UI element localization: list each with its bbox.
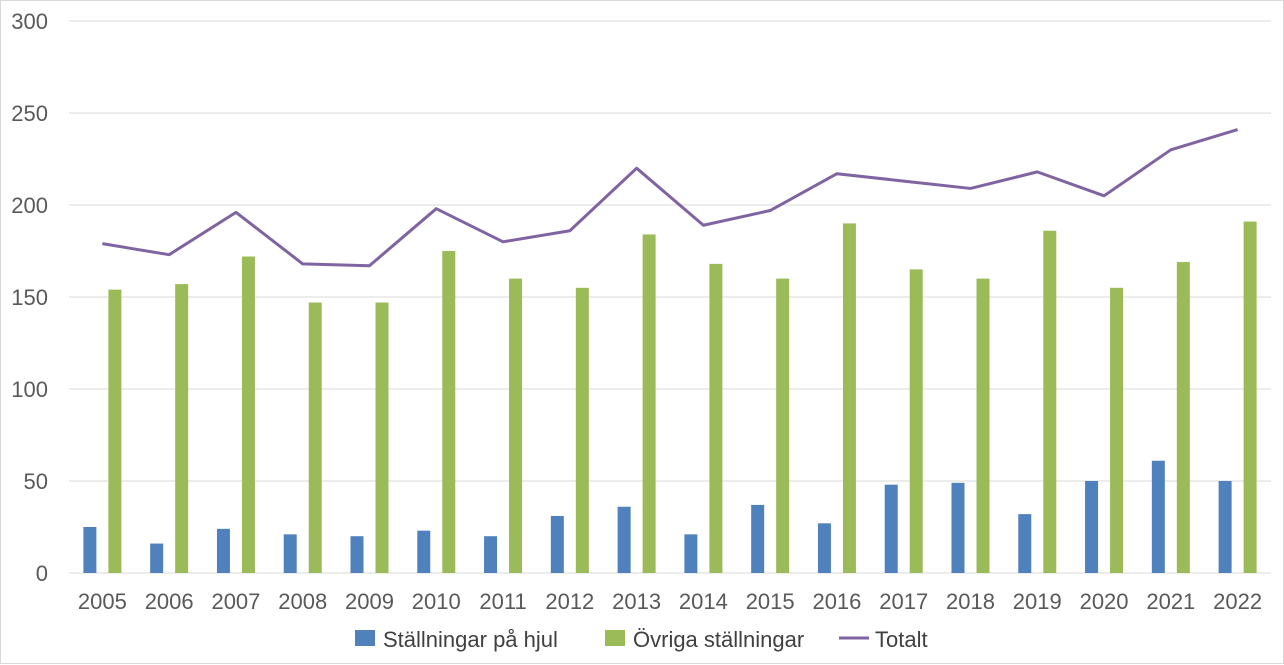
bar-ovriga-2010 <box>442 251 455 573</box>
bar-hjul-2010 <box>417 531 430 573</box>
bar-ovriga-2016 <box>843 223 856 573</box>
y-tick-label-150: 150 <box>11 285 48 310</box>
x-tick-label-2015: 2015 <box>746 589 795 614</box>
bar-hjul-2017 <box>885 485 898 573</box>
bar-hjul-2012 <box>551 516 564 573</box>
x-tick-label-2011: 2011 <box>479 589 526 614</box>
y-tick-label-300: 300 <box>11 9 48 34</box>
x-tick-label-2010: 2010 <box>412 589 461 614</box>
bar-hjul-2011 <box>484 536 497 573</box>
x-tick-label-2022: 2022 <box>1213 589 1262 614</box>
bar-ovriga-2012 <box>576 288 589 573</box>
y-tick-label-100: 100 <box>11 377 48 402</box>
bar-hjul-2008 <box>284 534 297 573</box>
bar-hjul-2009 <box>351 536 364 573</box>
legend-swatch-ovriga <box>605 630 625 646</box>
bar-ovriga-2021 <box>1177 262 1190 573</box>
bar-hjul-2020 <box>1085 481 1098 573</box>
bar-ovriga-2019 <box>1043 231 1056 573</box>
x-tick-label-2019: 2019 <box>1013 589 1062 614</box>
x-tick-label-2006: 2006 <box>145 589 194 614</box>
bar-ovriga-2015 <box>776 279 789 573</box>
bar-ovriga-2022 <box>1244 222 1257 573</box>
bar-ovriga-2006 <box>175 284 188 573</box>
bar-ovriga-2013 <box>643 234 656 573</box>
bar-hjul-2018 <box>952 483 965 573</box>
bar-hjul-2005 <box>83 527 96 573</box>
bar-hjul-2014 <box>684 534 697 573</box>
bar-hjul-2022 <box>1219 481 1232 573</box>
x-tick-label-2014: 2014 <box>679 589 728 614</box>
legend-label-totalt: Totalt <box>875 627 928 652</box>
line-totalt <box>102 130 1237 266</box>
legend-label-hjul: Ställningar på hjul <box>383 627 558 652</box>
bar-hjul-2013 <box>618 507 631 573</box>
y-tick-label-0: 0 <box>36 561 48 586</box>
bar-ovriga-2005 <box>108 290 121 573</box>
bar-hjul-2016 <box>818 523 831 573</box>
bar-ovriga-2008 <box>309 303 322 573</box>
y-tick-label-200: 200 <box>11 193 48 218</box>
x-tick-label-2017: 2017 <box>879 589 928 614</box>
legend-swatch-hjul <box>355 630 375 646</box>
bar-ovriga-2020 <box>1110 288 1123 573</box>
bar-ovriga-2018 <box>977 279 990 573</box>
bar-ovriga-2009 <box>376 303 389 573</box>
x-tick-label-2018: 2018 <box>946 589 995 614</box>
x-tick-label-2013: 2013 <box>612 589 661 614</box>
bar-ovriga-2011 <box>509 279 522 573</box>
x-tick-label-2005: 2005 <box>78 589 127 614</box>
bar-ovriga-2017 <box>910 269 923 573</box>
legend-label-ovriga: Övriga ställningar <box>633 627 804 652</box>
x-tick-label-2009: 2009 <box>345 589 394 614</box>
x-tick-label-2016: 2016 <box>812 589 861 614</box>
bar-ovriga-2007 <box>242 257 255 573</box>
bar-hjul-2019 <box>1018 514 1031 573</box>
bar-hjul-2021 <box>1152 461 1165 573</box>
x-tick-label-2012: 2012 <box>545 589 594 614</box>
y-tick-label-50: 50 <box>24 469 48 494</box>
bar-hjul-2015 <box>751 505 764 573</box>
x-tick-label-2021: 2021 <box>1146 589 1195 614</box>
bar-hjul-2007 <box>217 529 230 573</box>
bar-ovriga-2014 <box>709 264 722 573</box>
x-tick-label-2008: 2008 <box>278 589 327 614</box>
bar-hjul-2006 <box>150 544 163 573</box>
y-tick-label-250: 250 <box>11 101 48 126</box>
x-tick-label-2007: 2007 <box>211 589 260 614</box>
x-tick-label-2020: 2020 <box>1080 589 1129 614</box>
